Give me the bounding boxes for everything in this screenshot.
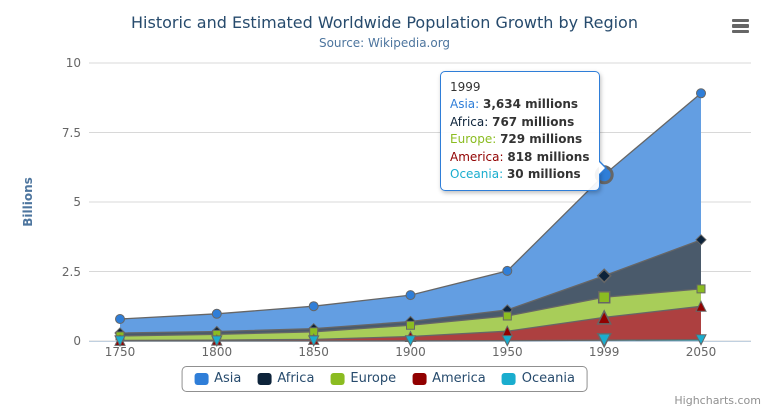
marker-oceania-1900[interactable] (404, 335, 417, 347)
tooltip-row-africa: Africa: 767 millions (450, 114, 589, 132)
marker-oceania-1800[interactable] (210, 335, 223, 348)
tooltip-series-value: 30 millions (506, 167, 581, 182)
marker-asia-2050[interactable] (696, 88, 706, 99)
tooltip-series-value: 818 millions (507, 149, 590, 164)
marker-asia-1900[interactable] (405, 290, 416, 301)
x-tick-label-1850: 1850 (298, 345, 329, 359)
legend-item-asia[interactable]: Asia (194, 372, 241, 386)
x-tick-label-2050: 2050 (685, 345, 717, 359)
export-menu-button[interactable] (731, 17, 751, 35)
legend-swatch-asia (194, 373, 209, 385)
hamburger-icon (732, 18, 749, 23)
legend-item-africa[interactable]: Africa (257, 372, 314, 386)
legend-item-europe[interactable]: Europe (330, 372, 396, 386)
credits-link[interactable]: Highcharts.com (674, 394, 761, 407)
marker-asia-1800[interactable] (211, 308, 222, 319)
x-tick-label-1750: 1750 (104, 345, 136, 359)
chart-title: Historic and Estimated Worldwide Populat… (131, 13, 638, 32)
marker-oceania-1999[interactable] (596, 332, 612, 349)
marker-africa-1999[interactable] (596, 268, 612, 284)
y-tick-label-5: 5 (73, 195, 81, 209)
legend-swatch-europe (330, 373, 345, 385)
marker-asia-1950[interactable] (502, 265, 513, 276)
marker-oceania-1750[interactable] (114, 335, 126, 348)
marker-oceania-2050[interactable] (695, 334, 707, 346)
y-tick-label-0: 0 (73, 334, 81, 348)
legend-item-oceania[interactable]: Oceania (501, 371, 575, 386)
y-tick-label-10: 10 (65, 56, 81, 70)
legend-item-america[interactable]: America (412, 372, 486, 386)
legend-label: America (432, 371, 486, 386)
y-tick-label-2.5: 2.5 (61, 264, 81, 279)
legend-swatch-africa (257, 373, 272, 385)
hamburger-icon (732, 29, 749, 34)
marker-america-1999[interactable] (596, 309, 612, 325)
legend-swatch-oceania (501, 373, 516, 385)
area-series-africa[interactable] (120, 239, 701, 336)
marker-africa-2050[interactable] (695, 234, 707, 246)
marker-europe-1950[interactable] (502, 311, 512, 321)
legend-label: Oceania (521, 371, 575, 386)
tooltip-series-value: 767 millions (492, 114, 575, 129)
tooltip-callout-arrow-fill (599, 162, 606, 174)
y-tick-label-7.5: 7.5 (61, 125, 81, 140)
area-series-america[interactable] (120, 306, 701, 341)
marker-oceania-1950[interactable] (501, 335, 514, 347)
legend-label: Asia (214, 371, 242, 386)
tooltip-row-america: America: 818 millions (450, 149, 589, 167)
tooltip-header: 1999 (450, 80, 481, 94)
legend: Asia Africa Europe America Oceania (181, 366, 588, 392)
tooltip-rows: Asia: 3,634 millions Africa: 767 millions… (450, 96, 589, 184)
marker-oceania-1850[interactable] (307, 335, 320, 348)
tooltip-series-name: Europe: (450, 132, 501, 147)
marker-europe-2050[interactable] (696, 284, 706, 294)
tooltip-series-value: 729 millions (500, 132, 583, 147)
tooltip-row-europe: Europe: 729 millions (450, 131, 589, 149)
marker-asia-1850[interactable] (308, 301, 319, 312)
legend-label: Europe (350, 371, 397, 386)
tooltip-series-name: Asia: (450, 97, 484, 111)
marker-europe-1900[interactable] (406, 320, 415, 330)
legend-label: Africa (277, 371, 315, 386)
tooltip-row-asia: Asia: 3,634 millions (450, 96, 589, 114)
tooltip-series-name: America: (450, 149, 508, 164)
x-tick-label-1800: 1800 (201, 345, 233, 359)
marker-asia-1750[interactable] (115, 314, 125, 324)
area-series-asia[interactable] (120, 93, 701, 333)
tooltip-series-name: Africa: (450, 114, 493, 129)
tooltip-row-oceania: Oceania: 30 millions (450, 166, 589, 184)
chart-subtitle: Source: Wikipedia.org (318, 36, 451, 50)
x-tick-label-1950: 1950 (492, 345, 523, 359)
hamburger-icon (732, 24, 749, 28)
marker-america-2050[interactable] (695, 300, 707, 312)
marker-europe-1999[interactable] (597, 290, 611, 304)
legend-swatch-america (412, 373, 427, 385)
x-tick-label-1999: 1999 (588, 345, 620, 359)
tooltip-series-name: Oceania: (450, 167, 507, 182)
x-tick-label-1900: 1900 (395, 345, 426, 359)
tooltip: 1999 Asia: 3,634 millions Africa: 767 mil… (440, 71, 608, 191)
tooltip-series-value: 3,634 millions (483, 97, 579, 111)
